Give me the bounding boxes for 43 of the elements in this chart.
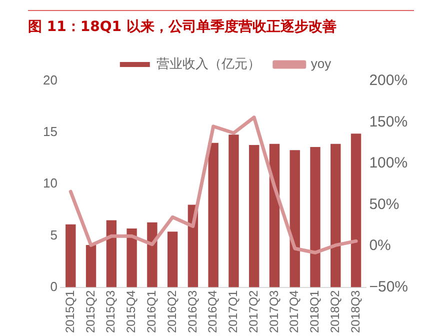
bar [330, 144, 341, 288]
x-tick-label: 2015Q4 [124, 290, 138, 333]
bar [310, 147, 320, 288]
bar [86, 245, 96, 288]
y-tick-label: 15 [42, 124, 58, 140]
y-tick-label: 0 [50, 278, 58, 294]
y2-tick-label: 50% [369, 196, 400, 213]
y2-tick-label: 200% [369, 72, 408, 90]
bar [167, 232, 178, 288]
bar [66, 224, 76, 288]
x-tick-label: 2017Q1 [226, 290, 240, 333]
x-tick-label: 2016Q2 [164, 290, 179, 333]
y-tick-label: 20 [42, 72, 58, 88]
legend-label: yoy [310, 56, 332, 72]
bar [290, 150, 300, 288]
x-tick-label: 2018Q2 [328, 290, 342, 333]
y-tick-label: 10 [42, 176, 58, 191]
x-tick-label: 2016Q4 [206, 290, 220, 333]
x-tick-label: 2017Q2 [246, 290, 260, 333]
x-tick-label: 2015Q1 [62, 290, 77, 333]
x-tick-label: 2018Q1 [308, 290, 322, 333]
bar [208, 142, 218, 288]
y2-tick-label: −50% [369, 278, 408, 296]
x-tick-label: 2015Q3 [104, 290, 118, 333]
bar [106, 220, 117, 288]
x-tick-label: 2017Q3 [266, 290, 281, 333]
bar [228, 134, 239, 288]
bar [126, 228, 137, 288]
bar [269, 144, 280, 288]
x-tick-label: 2017Q4 [287, 290, 302, 333]
x-tick-label: 2018Q3 [348, 290, 362, 333]
bar [350, 134, 362, 288]
bar [147, 222, 158, 288]
legend-label: 营业收入（亿元） [156, 56, 260, 72]
x-tick-label: 2016Q3 [185, 290, 200, 333]
y2-tick-label: 150% [369, 113, 408, 130]
bar [249, 144, 260, 288]
chart-title: 图 11：18Q1 以来，公司单季度营收正逐步改善 [28, 10, 414, 36]
x-tick-label: 2016Q1 [144, 290, 158, 333]
y2-tick-label: 0% [369, 237, 391, 254]
x-tick-label: 2015Q2 [83, 290, 98, 333]
y-tick-label: 5 [50, 227, 58, 242]
y2-tick-label: 100% [369, 154, 408, 172]
